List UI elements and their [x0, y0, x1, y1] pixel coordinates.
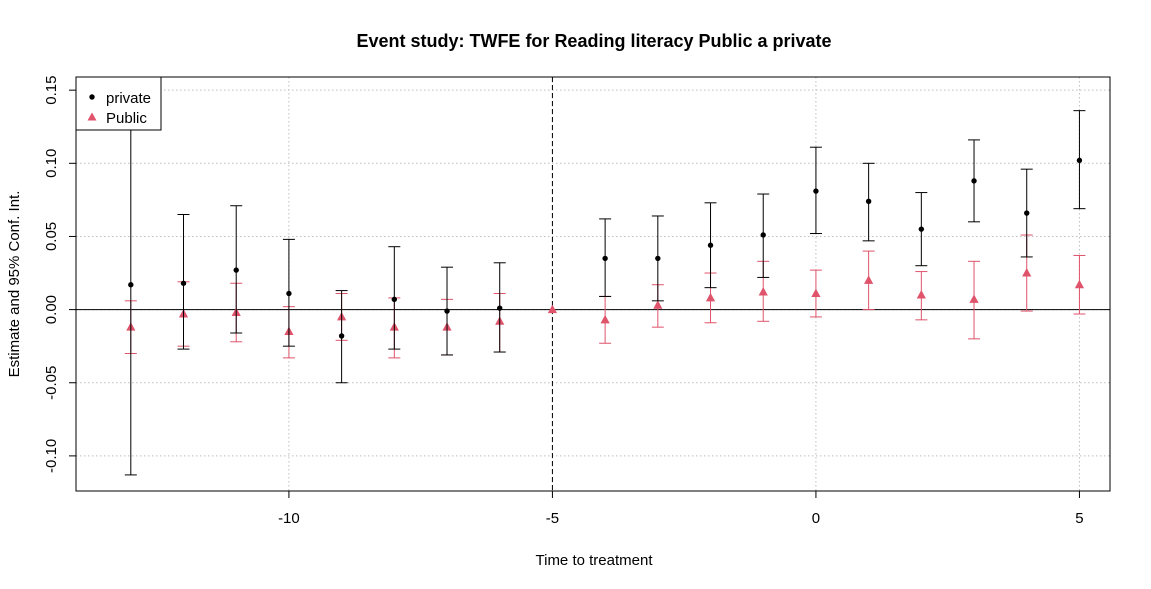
point-public — [653, 300, 663, 309]
point-public — [864, 275, 874, 284]
legend-marker-private — [89, 94, 95, 100]
point-private — [497, 305, 503, 311]
point-private — [760, 232, 766, 238]
point-private — [602, 255, 608, 262]
point-public — [969, 294, 979, 303]
y-tick-label: 0.10 — [43, 149, 60, 178]
x-tick-label: -5 — [546, 510, 559, 527]
point-public — [758, 287, 768, 296]
point-private — [707, 242, 714, 248]
y-axis: -0.10 -0.05 0.00 0.05 0.10 0.15 — [43, 76, 76, 473]
grid-lines — [76, 77, 1110, 491]
chart-title: Event study: TWFE for Reading literacy P… — [356, 31, 831, 51]
x-tick-label: -10 — [278, 510, 300, 527]
point-public — [1074, 279, 1085, 289]
point-private — [444, 308, 450, 314]
point-private — [655, 255, 661, 262]
legend-label-private: private — [106, 90, 151, 107]
x-tick-label: 5 — [1075, 510, 1083, 527]
y-tick-label: -0.05 — [43, 366, 60, 400]
point-private — [233, 267, 239, 273]
y-tick-label: 0.05 — [43, 222, 60, 251]
y-tick-label: 0.15 — [43, 76, 60, 105]
legend-box — [75, 76, 162, 131]
point-private — [918, 226, 925, 232]
point-private — [286, 290, 292, 297]
y-tick-label: -0.10 — [43, 439, 60, 473]
legend-marker-public — [87, 112, 97, 121]
point-private — [391, 296, 398, 303]
point-public — [811, 288, 821, 298]
series-private — [124, 94, 1086, 476]
x-axis-label: Time to treatment — [536, 552, 654, 569]
x-tick-label: 0 — [812, 510, 820, 527]
plot-frame — [75, 76, 1111, 492]
point-public — [600, 314, 610, 324]
point-private — [971, 178, 977, 184]
point-public — [916, 289, 926, 299]
point-public — [705, 292, 716, 302]
point-private — [813, 188, 819, 194]
point-private — [180, 280, 187, 286]
point-private — [1024, 210, 1030, 216]
y-tick-label: 0.00 — [43, 295, 60, 324]
point-private — [128, 282, 134, 288]
data-series — [124, 94, 1086, 476]
reference-lines — [76, 77, 1110, 491]
y-axis-label: Estimate and 95% Conf. Int. — [6, 191, 23, 378]
x-axis: -10 -5 0 5 — [278, 491, 1084, 527]
point-private — [1076, 157, 1083, 164]
point-public — [547, 304, 558, 314]
point-private — [338, 333, 345, 339]
point-public — [1022, 268, 1032, 277]
point-private — [865, 198, 872, 205]
legend-label-public: Public — [106, 110, 147, 127]
legend: private Public — [75, 76, 162, 131]
